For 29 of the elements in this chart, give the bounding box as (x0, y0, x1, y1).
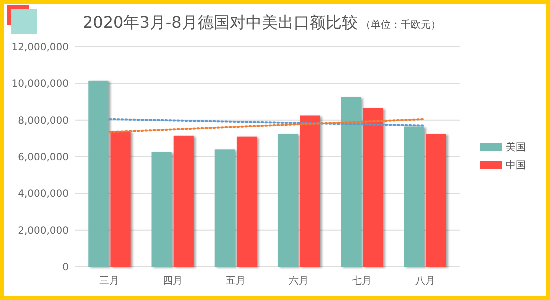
x-tick-label: 四月 (162, 276, 183, 287)
legend-label: 中国 (506, 160, 526, 172)
y-tick-label: 10,000,000 (12, 79, 69, 90)
bar (236, 136, 258, 267)
bar (174, 136, 194, 267)
bar (363, 108, 384, 267)
bar (152, 152, 172, 267)
y-tick-label: 6,000,000 (18, 152, 69, 164)
bar (341, 97, 362, 267)
bar (426, 134, 446, 267)
bar (278, 134, 298, 267)
legend-label: 美国 (506, 142, 526, 154)
x-tick-label: 三月 (100, 276, 120, 287)
x-tick-label: 五月 (226, 276, 246, 287)
y-tick-label: 4,000,000 (18, 189, 69, 200)
chart-subtitle: （单位：千欧元） (360, 19, 441, 31)
bar (404, 126, 424, 267)
bar (214, 150, 235, 267)
bar (110, 131, 131, 267)
chart-title: 2020年3月-8月德国对中美出口额比较 (83, 13, 358, 32)
y-tick-label: 2,000,000 (18, 226, 69, 237)
x-tick-label: 六月 (289, 275, 310, 287)
bar (88, 80, 109, 267)
x-tick-label: 八月 (415, 276, 436, 287)
y-tick-label: 12,000,000 (12, 42, 69, 54)
y-tick-label: 8,000,000 (18, 116, 69, 127)
bar (300, 116, 320, 267)
y-tick-label: 0 (62, 262, 69, 274)
x-tick-label: 七月 (352, 275, 372, 287)
